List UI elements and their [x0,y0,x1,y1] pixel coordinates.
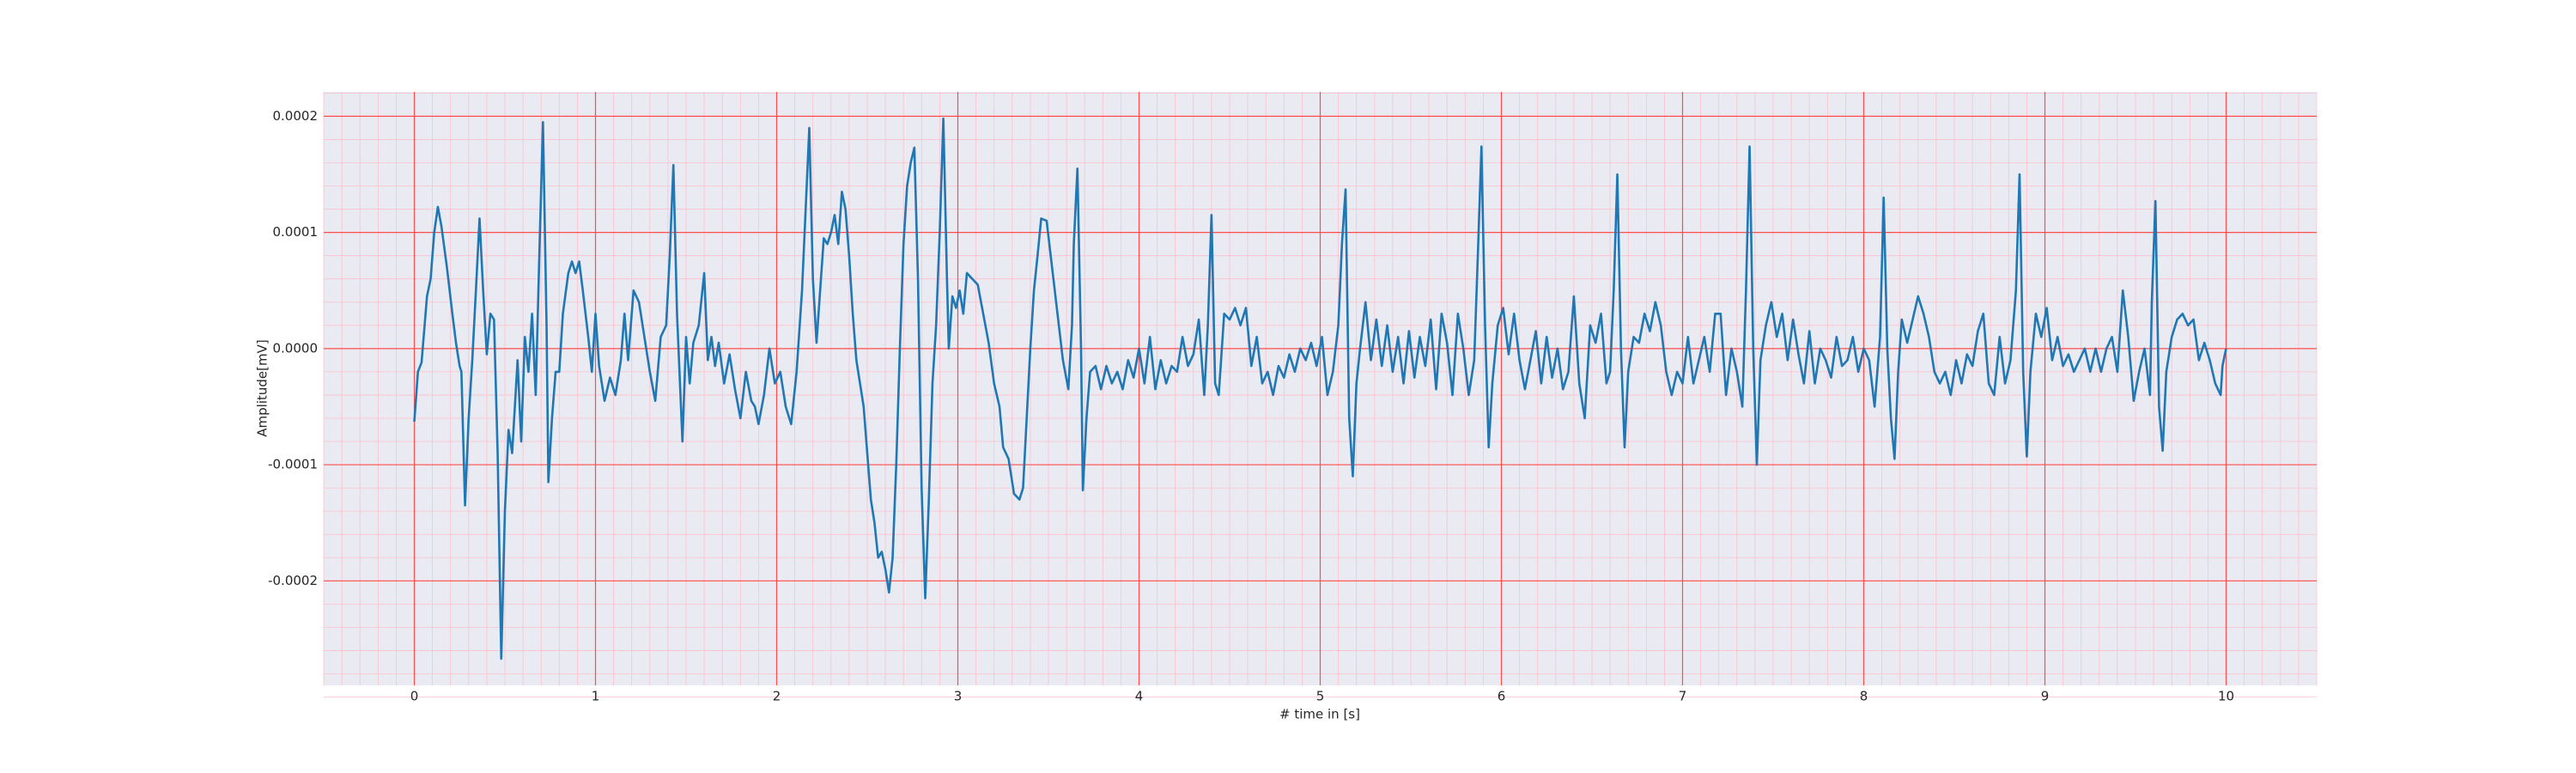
x-tick-label: 6 [1498,689,1506,704]
x-tick-label: 5 [1316,689,1325,704]
x-tick-label: 4 [1135,689,1144,704]
x-tick-label: 8 [1860,689,1868,704]
y-tick-label: 0.0001 [273,224,319,240]
x-tick-label: 3 [954,689,963,704]
y-tick-label: -0.0002 [268,573,318,588]
y-axis-label: Amplitude[mV] [255,339,270,436]
x-axis-label: # time in [s] [1279,707,1360,722]
y-tick-label: 0.0000 [273,340,319,356]
signal-line [413,117,2227,660]
y-tick-label: -0.0001 [268,457,318,472]
x-tick-label: 9 [2041,689,2050,704]
x-tick-label: 0 [410,689,419,704]
x-tick-label: 10 [2218,689,2234,704]
x-tick-label: 2 [773,689,781,704]
y-tick-label: 0.0002 [273,108,319,124]
x-tick-label: 7 [1679,689,1687,704]
marks [413,117,2227,660]
x-tick-label: 1 [592,689,600,704]
